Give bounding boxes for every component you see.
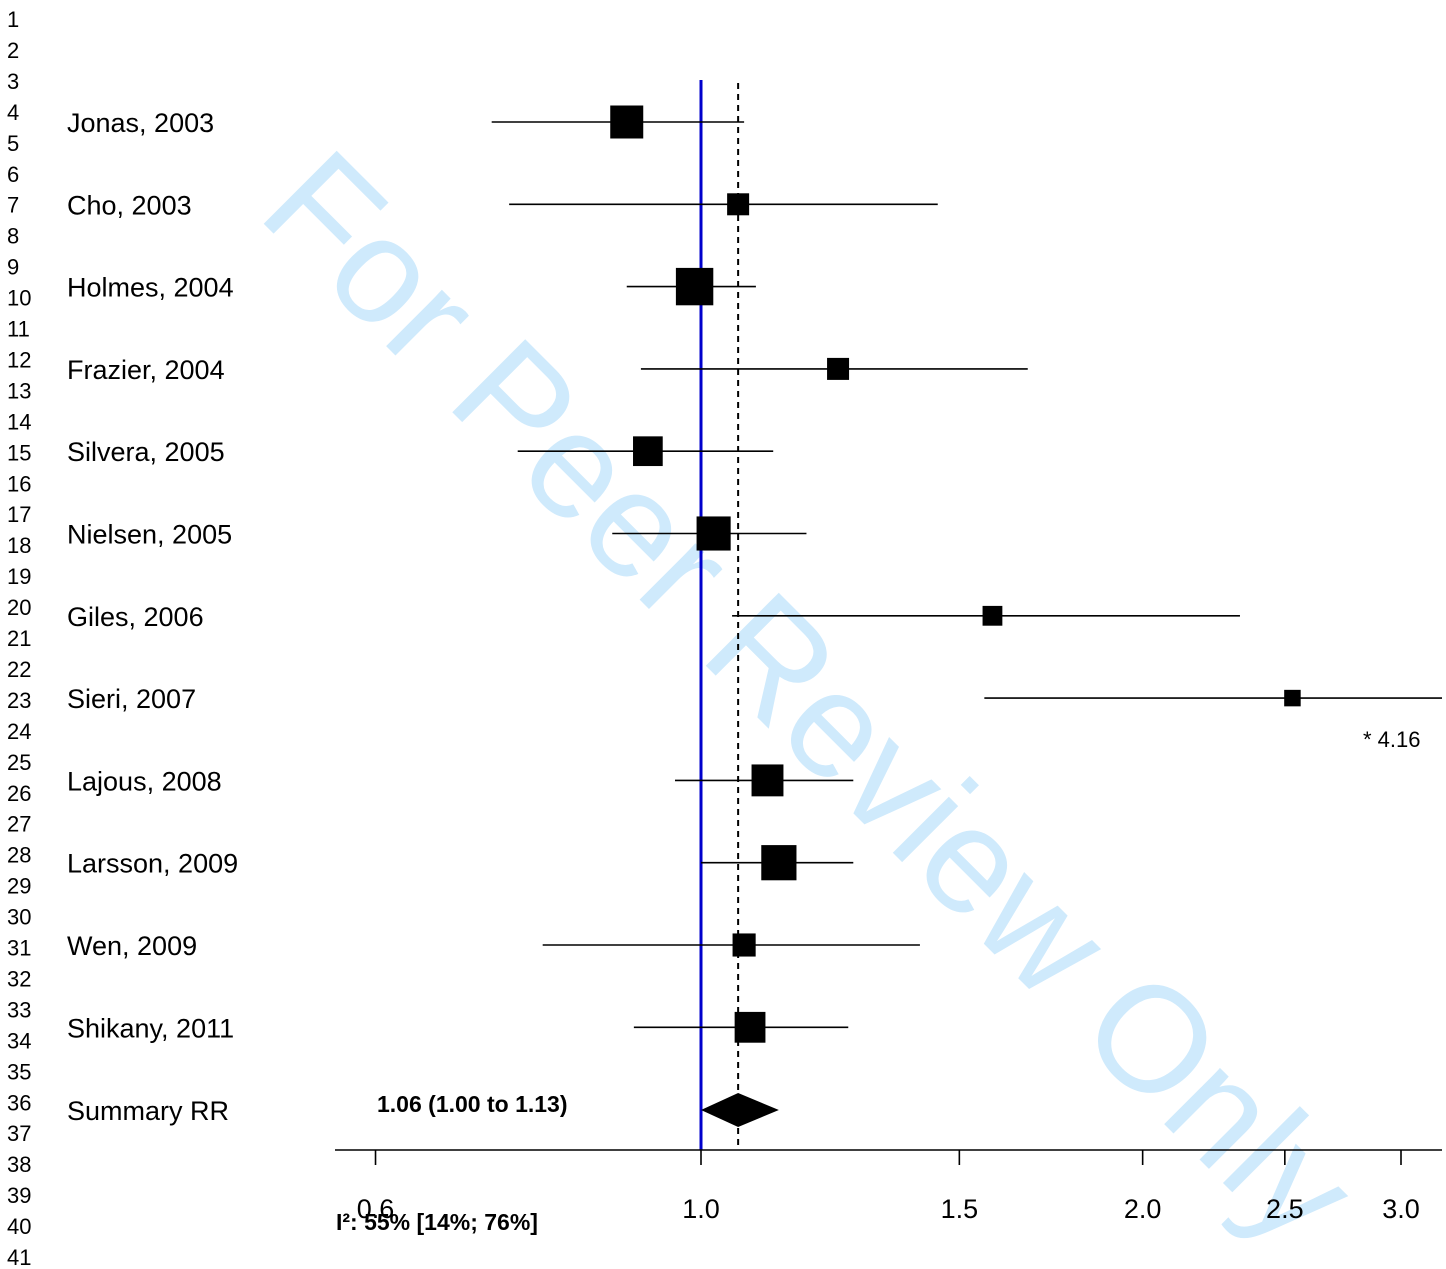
line-number: 21 (7, 626, 31, 651)
study-label: Silvera, 2005 (67, 437, 225, 467)
line-number: 14 (7, 409, 31, 434)
study-box (696, 516, 731, 551)
line-number: 16 (7, 471, 31, 496)
line-number: 22 (7, 657, 31, 682)
line-number: 35 (7, 1059, 31, 1084)
tick-label: 0.6 (357, 1194, 395, 1224)
summary-estimate-label: 1.06 (1.00 to 1.13) (377, 1091, 568, 1117)
line-number: 5 (7, 131, 19, 156)
line-number: 4 (7, 100, 19, 125)
study-box (732, 933, 756, 957)
line-number: 31 (7, 936, 31, 961)
tick-label: 1.5 (941, 1194, 979, 1224)
line-number: 3 (7, 69, 19, 94)
line-number: 20 (7, 595, 31, 620)
line-number: 25 (7, 750, 31, 775)
study-label: Holmes, 2004 (67, 273, 234, 303)
study-box (982, 605, 1003, 626)
line-number: 6 (7, 162, 19, 187)
line-number: 7 (7, 193, 19, 218)
line-number: 24 (7, 719, 31, 744)
line-number: 36 (7, 1090, 31, 1115)
line-number: 30 (7, 905, 31, 930)
study-label: Wen, 2009 (67, 931, 197, 961)
study-box (727, 193, 750, 216)
study-labels: Jonas, 2003 Cho, 2003 Holmes, 2004 Frazier,… (67, 108, 238, 1126)
study-label: Jonas, 2003 (67, 108, 214, 138)
line-number: 17 (7, 502, 31, 527)
line-number: 37 (7, 1121, 31, 1146)
study-estimates (610, 105, 1301, 1043)
summary-label: Summary RR (67, 1096, 229, 1126)
study-box (761, 845, 797, 881)
study-label: Nielsen, 2005 (67, 520, 232, 550)
study-label: Lajous, 2008 (67, 766, 222, 796)
line-number: 33 (7, 997, 31, 1022)
summary-diamond (701, 1093, 779, 1127)
line-number: 10 (7, 286, 31, 311)
line-number: 19 (7, 564, 31, 589)
line-number: 15 (7, 440, 31, 465)
study-label: Frazier, 2004 (67, 355, 225, 385)
line-number: 34 (7, 1028, 31, 1053)
line-number: 13 (7, 378, 31, 403)
study-label: Sieri, 2007 (67, 684, 196, 714)
line-number: 9 (7, 255, 19, 280)
heterogeneity-label: I²: 55% [14%; 76%] (336, 1209, 538, 1235)
line-number: 32 (7, 966, 31, 991)
study-label: Giles, 2006 (67, 602, 204, 632)
study-box (675, 267, 714, 306)
study-box (610, 105, 644, 139)
study-box (633, 436, 663, 467)
study-label: Cho, 2003 (67, 190, 192, 220)
line-number: 8 (7, 224, 19, 249)
line-numbers: 1234567891011121314151617181920212223242… (7, 7, 31, 1269)
line-number: 40 (7, 1214, 31, 1239)
study-box (734, 1011, 766, 1043)
line-number: 2 (7, 38, 19, 63)
line-number: 11 (7, 317, 30, 342)
line-number: 38 (7, 1152, 31, 1177)
x-axis: 0.6 1.0 1.5 2.0 2.5 3.0 (335, 1149, 1442, 1224)
line-number: 28 (7, 843, 31, 868)
tick-label: 2.0 (1124, 1194, 1162, 1224)
line-number: 18 (7, 533, 31, 558)
truncation-note: * 4.16 (1363, 727, 1421, 752)
tick-label: 1.0 (682, 1194, 720, 1224)
line-number: 39 (7, 1183, 31, 1208)
line-number: 23 (7, 688, 31, 713)
study-box (1284, 689, 1301, 707)
line-number: 41 (7, 1245, 31, 1269)
line-number: 27 (7, 812, 31, 837)
tick-label: 2.5 (1266, 1194, 1304, 1224)
line-number: 12 (7, 347, 31, 372)
study-label: Shikany, 2011 (67, 1013, 234, 1043)
line-number: 29 (7, 874, 31, 899)
tick-label: 3.0 (1382, 1194, 1420, 1224)
study-box (827, 357, 850, 380)
study-label: Larsson, 2009 (67, 849, 238, 879)
line-number: 1 (7, 7, 19, 32)
line-number: 26 (7, 781, 31, 806)
study-box (751, 764, 784, 797)
